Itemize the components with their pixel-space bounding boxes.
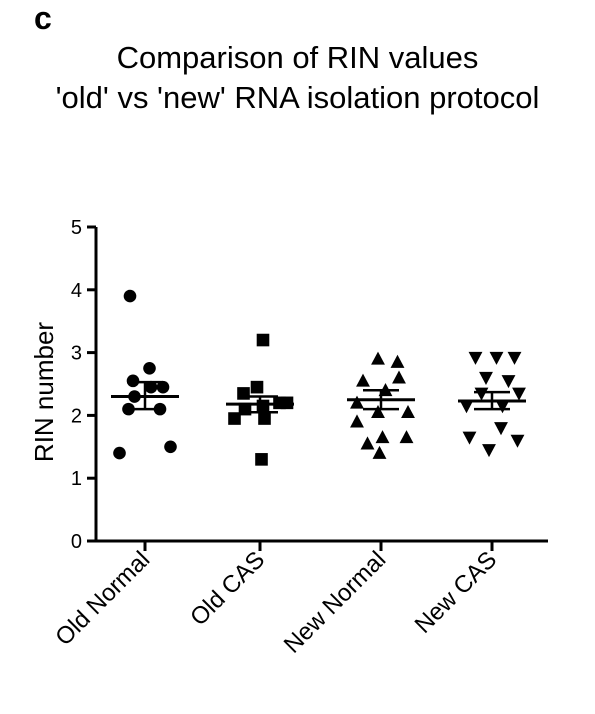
data-point-square — [250, 380, 264, 394]
data-point-triangle-down — [494, 422, 508, 436]
data-point-triangle-up — [371, 405, 385, 419]
data-point-triangle-down — [489, 351, 504, 365]
data-point-circle — [164, 440, 177, 454]
mean-sem-bars — [111, 380, 526, 414]
data-point-circle — [113, 446, 126, 460]
y-tick-label: 5 — [71, 217, 82, 239]
x-tick-label: New Normal — [279, 546, 391, 658]
y-tick-label: 4 — [71, 280, 82, 302]
data-point-triangle-up — [350, 395, 364, 409]
data-point-triangle-down — [510, 434, 525, 448]
data-point-triangle-down — [459, 400, 474, 414]
data-point-square — [258, 412, 271, 425]
data-point-triangle-down — [479, 371, 493, 385]
data-point-square — [228, 412, 241, 425]
data-point-triangle-down — [495, 400, 510, 414]
data-point-triangle-down — [507, 351, 522, 365]
chart-title: Comparison of RIN values 'old' vs 'new' … — [0, 38, 595, 118]
data-point-triangle-down — [474, 387, 489, 401]
panel-label: c — [34, 0, 52, 36]
data-point-triangle-up — [356, 373, 370, 387]
x-tick-label: Old Normal — [50, 546, 155, 651]
data-point-triangle-up — [392, 370, 406, 384]
data-point-triangle-up — [350, 414, 364, 428]
data-point-triangle-down — [512, 387, 526, 401]
y-tick-label: 3 — [71, 343, 82, 365]
data-point-triangle-up — [390, 354, 405, 368]
y-tick-label: 2 — [71, 405, 82, 427]
data-point-triangle-down — [482, 444, 496, 458]
data-point-circle — [126, 374, 140, 388]
data-point-square — [255, 453, 268, 466]
chart-title-line-2: 'old' vs 'new' RNA isolation protocol — [55, 80, 540, 115]
data-point-triangle-down — [501, 375, 516, 389]
x-tick-label: New CAS — [410, 546, 503, 639]
data-point-square — [256, 333, 270, 347]
y-axis-title: RIN number — [29, 322, 59, 462]
data-point-square — [237, 387, 250, 400]
axes — [87, 225, 548, 551]
data-point-triangle-up — [401, 405, 415, 419]
chart-title-line-1: Comparison of RIN values — [116, 40, 479, 75]
data-point-circle — [144, 380, 158, 394]
y-tick-label: 1 — [71, 468, 82, 490]
axis-labels: 0 1 2 3 4 5 RIN number Old Normal Old CAS New Nor… — [29, 217, 502, 659]
data-point-triangle-up — [375, 430, 390, 444]
data-point-circle — [123, 289, 137, 303]
y-tick-label: 0 — [71, 531, 82, 553]
data-point-circle — [143, 362, 156, 375]
data-point-triangle-up — [360, 436, 375, 450]
data-point-square — [256, 399, 270, 413]
data-point-triangle-up — [372, 445, 387, 459]
data-marks — [113, 289, 526, 466]
data-point-circle — [156, 380, 170, 394]
data-point-triangle-up — [371, 351, 385, 365]
x-tick-label: Old CAS — [185, 546, 270, 631]
data-point-triangle-down — [468, 351, 483, 365]
data-point-triangle-down — [462, 431, 477, 445]
data-point-triangle-up — [399, 430, 414, 444]
